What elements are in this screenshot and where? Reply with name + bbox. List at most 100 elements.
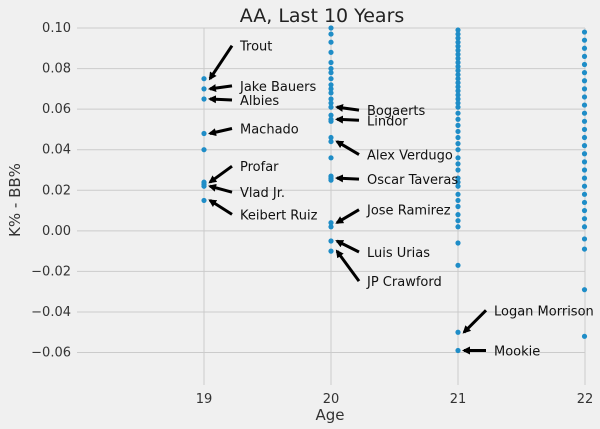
y-tick-label: 0.04 [42,143,71,158]
data-point [455,39,461,45]
data-point [455,262,461,268]
annotation-label: Jose Ramirez [366,204,451,219]
data-point [328,134,334,141]
data-point [455,134,461,141]
data-point [455,92,461,98]
data-point [581,216,588,222]
data-point [455,100,461,106]
data-point [455,197,461,204]
x-tick-labels: 19 20 21 22 [196,392,594,407]
y-tick-label: 0.06 [42,102,71,117]
data-point [581,287,588,293]
y-tick-label: 0.02 [42,183,71,198]
data-point [581,167,588,173]
data-point [455,35,461,41]
data-point [581,86,588,92]
y-tick-label: 0.10 [42,21,71,36]
data-point [455,80,461,86]
data-point [328,70,334,76]
data-point [328,82,334,88]
data-point [328,49,334,55]
data-point [581,199,588,206]
data-point [455,76,461,82]
annotation-arrow [335,208,360,225]
data-point [328,90,334,96]
x-tick-label: 20 [323,392,340,407]
x-tick-label: 22 [577,392,594,407]
data-point [581,53,588,59]
y-tick-label: −0.02 [31,264,71,279]
data-point [455,329,461,335]
data-point [455,179,461,185]
annotation-label: JP Crawford [366,275,442,290]
data-point [455,175,461,181]
annotation-label: Mookie [494,345,540,360]
data-point [455,55,461,62]
y-axis-label: K% - BB% [6,163,24,237]
annotation-label: Alex Verdugo [367,149,453,164]
data-point [455,72,461,78]
data-point [581,118,588,124]
data-point [455,67,461,74]
data-point [455,141,461,147]
annotation-label: Luis Urias [367,246,430,261]
data-point [581,333,588,339]
data-point [581,143,588,149]
annotation-label: Vlad Jr. [240,186,285,201]
data-point [328,100,334,106]
data-point [455,212,461,218]
data-point [455,43,461,49]
data-point [455,84,461,90]
data-point [455,240,461,246]
annotation-arrow [208,44,234,81]
data-point [455,104,461,110]
chart-title: AA, Last 10 Years [240,5,405,27]
data-point [328,39,334,45]
data-point [581,159,588,165]
data-point [455,59,461,66]
data-point [328,238,334,244]
data-point [328,138,334,145]
y-tick-label: 0.00 [42,224,71,239]
data-point [328,118,334,124]
annotation-arrow [335,239,360,254]
annotation-arrow [208,95,233,104]
data-point [581,236,588,242]
data-point [581,45,588,51]
data-point [328,224,334,230]
data-point [581,29,588,35]
y-tick-label: −0.04 [31,305,71,320]
data-point [201,76,207,82]
data-point [455,347,461,354]
annotation-arrow [335,140,360,156]
data-points [201,25,588,354]
data-point [328,86,334,92]
data-point [201,86,207,92]
data-point [328,76,334,82]
data-point [455,155,461,161]
data-point [328,65,334,72]
data-point [455,218,461,224]
data-point [201,96,207,102]
data-point [328,59,334,66]
grid [77,27,586,385]
annotation-arrow [335,174,360,183]
data-point [581,102,588,108]
data-point [455,63,461,70]
annotation-arrow [208,84,233,93]
data-point [581,78,588,84]
annotation-label: Profar [240,160,279,175]
data-point [581,70,588,76]
annotation-label: Albies [240,94,279,109]
data-point [455,128,461,135]
annotation-arrow [208,199,233,216]
annotation-arrow [335,249,361,283]
data-point [328,220,334,226]
data-point [328,177,334,183]
data-point [581,207,588,214]
data-point [201,147,207,153]
data-point [201,130,207,137]
data-point [455,96,461,102]
